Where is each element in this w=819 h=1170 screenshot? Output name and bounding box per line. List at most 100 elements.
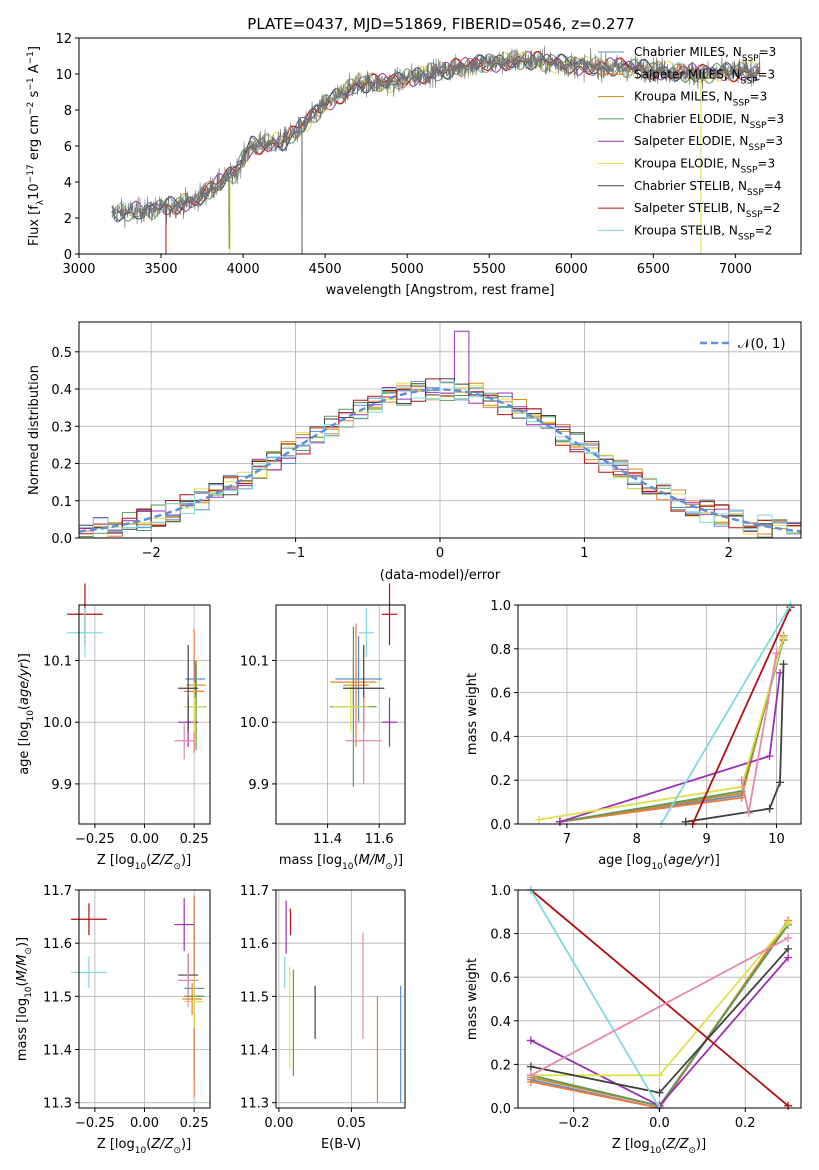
x-tick-label: 5000 (391, 262, 424, 277)
x-tick-label: −2 (142, 546, 161, 561)
spectrum-ylabel: Flux [fλ10−17 erg cm−2 s−1 A−1] (26, 46, 46, 246)
legend-label: Chabrier STELIB, NSSP=4 (634, 179, 782, 198)
mass-weight-line (559, 672, 781, 823)
age-vs-z-panel: −0.25 0.00 0.25 9.9 10.0 10.1 Z [log10(Z/Z⊙)]… (17, 583, 211, 872)
y-tick-label: 0.0 (490, 818, 511, 833)
y-tick-label: 0.8 (490, 643, 511, 658)
y-tick-label: 0.8 (490, 928, 511, 943)
mass-weight-line (685, 664, 785, 823)
mass-weight-line (691, 606, 792, 825)
y-tick-label: 8 (64, 104, 72, 119)
legend-label: Chabrier ELODIE, NSSP=3 (634, 112, 784, 131)
mass-weight-marker (784, 933, 793, 942)
mass-weight-marker (555, 817, 564, 826)
mass-weight-line (559, 639, 785, 823)
legend-label: Chabrier MILES, NSSP=3 (634, 45, 776, 64)
y-tick-label: 11.6 (240, 937, 269, 952)
mass-weight-marker (655, 1071, 664, 1080)
x-tick-label: 4500 (309, 262, 342, 277)
mass-weight-marker (772, 649, 781, 658)
mass-weight-marker (765, 752, 774, 761)
weight-age-xlabel: age [log10(age/yr)] (598, 853, 720, 872)
observed-spectrum-line (111, 45, 761, 255)
y-tick-label: 10.1 (240, 655, 269, 670)
x-tick-label: 0.00 (130, 1116, 159, 1131)
x-tick-label: 8 (633, 832, 641, 847)
mass-weight-marker (681, 817, 690, 826)
mass-weight-marker (779, 633, 788, 642)
y-tick-label: 0.6 (490, 687, 511, 702)
y-tick-label: 0.1 (51, 495, 72, 510)
y-tick-label: 9.9 (51, 778, 72, 793)
age-z-ylabel: age [log10(age/yr)] (17, 653, 36, 775)
mass-vs-z-panel: −0.25 0.00 0.25 11.3 11.4 11.5 11.6 11.7 Z [log… (15, 884, 211, 1156)
weight-z-ylabel: mass weight (465, 958, 480, 1040)
x-tick-label: 6000 (555, 262, 588, 277)
y-tick-label: 1.0 (490, 599, 511, 614)
mass-weight-marker (765, 804, 774, 813)
y-tick-label: 0.0 (51, 532, 72, 547)
x-tick-label: 11.4 (313, 832, 342, 847)
x-tick-label: 1 (580, 546, 588, 561)
y-tick-label: 12 (55, 32, 72, 47)
y-tick-label: 0.0 (490, 1102, 511, 1117)
spectrum-xlabel: wavelength [Angstrom, rest frame] (326, 283, 555, 298)
normal-curve (78, 388, 802, 533)
y-tick-label: 0.2 (490, 774, 511, 789)
mass-weight-marker (784, 918, 793, 927)
y-tick-label: 0.4 (490, 730, 511, 745)
x-tick-label: 0.0 (649, 1116, 670, 1131)
legend-label: Salpeter ELODIE, NSSP=3 (634, 134, 783, 153)
mass-weight-vs-z-panel: −0.2 0.0 0.2 0.0 0.2 0.4 0.6 0.8 1.0 Z [log10(Z/… (465, 884, 802, 1156)
x-tick-label: 9 (703, 832, 711, 847)
y-tick-label: 10 (55, 68, 72, 83)
x-tick-label: 0 (436, 546, 444, 561)
mass-ebv-frame (275, 889, 406, 1109)
x-tick-label: 2 (725, 546, 733, 561)
y-tick-label: 11.3 (43, 1097, 72, 1112)
legend-label: Salpeter STELIB, NSSP=2 (634, 201, 780, 220)
y-tick-label: 0.4 (490, 1015, 511, 1030)
y-tick-label: 0.2 (490, 1058, 511, 1073)
y-tick-label: 11.5 (240, 990, 269, 1005)
x-tick-label: −0.2 (558, 1116, 590, 1131)
spectrum-panel: 3000 3500 4000 4500 5000 5500 6000 6500 7000 0 2 4 6… (26, 32, 802, 298)
y-tick-label: 2 (64, 212, 72, 227)
mass-weight-marker (737, 776, 746, 785)
y-tick-label: 11.4 (240, 1044, 269, 1059)
y-tick-label: 9.9 (248, 778, 269, 793)
weight-age-frame (517, 604, 802, 825)
x-tick-label: 0.2 (735, 1116, 756, 1131)
x-tick-label: 11.6 (365, 832, 394, 847)
residual-histogram-series (79, 381, 801, 539)
y-tick-label: 4 (64, 176, 72, 191)
x-tick-label: −0.25 (75, 1116, 115, 1131)
weight-z-xlabel: Z [log10(Z/Z⊙)] (612, 1137, 706, 1156)
x-tick-label: 6500 (637, 262, 670, 277)
y-tick-label: 0.6 (490, 971, 511, 986)
age-mass-frame (275, 604, 406, 825)
y-tick-label: 11.7 (240, 884, 269, 899)
residual-histogram-series (79, 378, 801, 535)
mass-vs-ebv-panel: 0.00 0.05 11.3 11.4 11.5 11.6 11.7 E(B-V) (240, 884, 406, 1152)
residual-histogram-panel: −2 −1 0 1 2 0.0 0.1 0.2 0.3 0.4 0.5 𝒩(0, 1) (data-… (27, 321, 802, 583)
mass-weight-line (559, 637, 785, 823)
x-tick-label: 5500 (473, 262, 506, 277)
legend-label: Salpeter MILES, NSSP=3 (634, 67, 775, 86)
age-mass-xlabel: mass [log10(M/M⊙)] (279, 853, 403, 872)
y-tick-label: 11.5 (43, 990, 72, 1005)
y-tick-label: 0.3 (51, 420, 72, 435)
y-tick-label: 0 (64, 248, 72, 263)
mass-weight-marker (526, 1071, 535, 1080)
x-tick-label: 0.00 (130, 832, 159, 847)
x-tick-label: 0.25 (180, 1116, 209, 1131)
mass-weight-marker (776, 778, 785, 787)
mass-weight-line (559, 635, 785, 823)
mass-weight-marker (779, 660, 788, 669)
weight-age-ylabel: mass weight (465, 673, 480, 755)
y-tick-label: 11.3 (240, 1097, 269, 1112)
x-tick-label: 7 (563, 832, 571, 847)
y-tick-label: 0.5 (51, 346, 72, 361)
mass-weight-marker (655, 1088, 664, 1097)
x-tick-label: 3500 (144, 262, 177, 277)
